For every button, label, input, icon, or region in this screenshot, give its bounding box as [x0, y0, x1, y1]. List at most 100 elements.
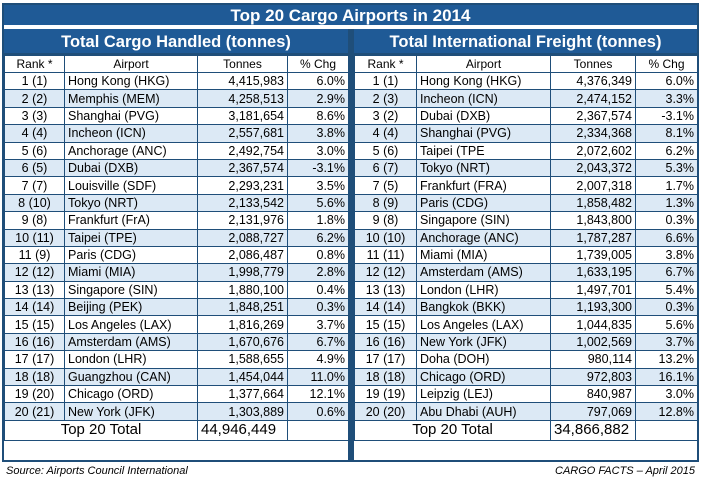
table-row: 5 (6) Anchorage (ANC) 2,492,754 3.0% [4, 141, 349, 160]
change-cell: 1.3% [635, 193, 698, 213]
change-cell: 8.1% [635, 124, 698, 143]
tonnes-cell: 1,377,664 [197, 385, 288, 404]
tonnes-cell: 2,072,602 [550, 141, 636, 160]
table-row: 15 (15) Los Angeles (LAX) 1,816,269 3.7% [4, 315, 349, 334]
airport-cell: London (LHR) [64, 350, 198, 369]
tonnes-cell: 1,002,569 [550, 332, 636, 352]
tonnes-cell: 2,334,368 [550, 124, 636, 143]
table-row: 19 (20) Chicago (ORD) 1,377,664 12.1% [4, 385, 349, 404]
rank-cell: 12 (12) [354, 263, 417, 282]
column-header: Tonnes [550, 55, 636, 73]
table-row: 18 (18) Guangzhou (CAN) 1,454,044 11.0% [4, 367, 349, 387]
tonnes-cell: 3,181,654 [197, 106, 288, 126]
change-cell: -3.1% [635, 106, 698, 126]
change-cell: 3.3% [635, 89, 698, 108]
tonnes-cell: 1,044,835 [550, 315, 636, 334]
airport-cell: Memphis (MEM) [64, 89, 198, 108]
airport-cell: Singapore (SIN) [416, 211, 551, 230]
total-row: Top 20 Total 34,866,882 [354, 419, 698, 441]
source-note: Source: Airports Council International [6, 465, 188, 477]
rank-cell: 2 (2) [4, 89, 65, 108]
change-cell: 2.9% [287, 89, 349, 108]
table-row: 11 (11) Miami (MIA) 1,739,005 3.8% [354, 245, 698, 265]
international-freight-heading: Total International Freight (tonnes) [354, 29, 697, 55]
table-row: 10 (11) Taipei (TPE) 2,088,727 6.2% [4, 228, 349, 247]
change-cell: 3.0% [635, 385, 698, 404]
total-blank-cell [287, 419, 349, 441]
change-cell: 6.2% [635, 141, 698, 160]
change-cell: 2.8% [287, 263, 349, 282]
airport-cell: Shanghai (PVG) [64, 106, 198, 126]
table-row: 3 (2) Dubai (DXB) 2,367,574 -3.1% [354, 106, 698, 126]
rank-cell: 1 (1) [354, 71, 417, 91]
tonnes-cell: 4,258,513 [197, 89, 288, 108]
table-row: 12 (12) Miami (MIA) 1,998,779 2.8% [4, 263, 349, 282]
change-cell: 3.8% [635, 245, 698, 265]
airport-cell: Paris (CDG) [416, 193, 551, 213]
tonnes-cell: 1,998,779 [197, 263, 288, 282]
panel-divider [348, 29, 354, 460]
table-row: 8 (9) Paris (CDG) 1,858,482 1.3% [354, 193, 698, 213]
tonnes-cell: 4,415,983 [197, 71, 288, 91]
change-cell: 5.6% [635, 315, 698, 334]
tonnes-cell: 1,816,269 [197, 315, 288, 334]
rank-cell: 8 (10) [4, 193, 65, 213]
rank-cell: 5 (6) [4, 141, 65, 160]
tonnes-cell: 2,007,318 [550, 176, 636, 195]
rank-cell: 10 (11) [4, 228, 65, 247]
table-row: 20 (21) New York (JFK) 1,303,889 0.6% [4, 402, 349, 421]
table-header-row: Rank * Airport Tonnes% Chg [4, 55, 349, 73]
airport-cell: Tokyo (NRT) [64, 193, 198, 213]
airport-cell: Taipei (TPE) [64, 228, 198, 247]
airport-cell: Shanghai (PVG) [416, 124, 551, 143]
change-cell: 6.7% [635, 263, 698, 282]
change-cell: 4.9% [287, 350, 349, 369]
rank-cell: 13 (13) [354, 280, 417, 300]
tonnes-cell: 797,069 [550, 402, 636, 421]
tonnes-cell: 1,739,005 [550, 245, 636, 265]
tonnes-cell: 1,843,800 [550, 211, 636, 230]
airport-cell: Frankfurt (FRA) [416, 176, 551, 195]
rank-cell: 2 (3) [354, 89, 417, 108]
rank-cell: 3 (2) [354, 106, 417, 126]
tonnes-cell: 2,293,231 [197, 176, 288, 195]
rank-cell: 16 (16) [4, 332, 65, 352]
airport-cell: Guangzhou (CAN) [64, 367, 198, 387]
total-cargo-table: Rank * Airport Tonnes% Chg 1 (1) Hong Kong (… [4, 55, 349, 441]
rank-cell: 11 (9) [4, 245, 65, 265]
total-row: Top 20 Total 44,946,449 [4, 419, 349, 441]
airport-cell: Hong Kong (HKG) [416, 71, 551, 91]
airport-cell: Chicago (ORD) [416, 367, 551, 387]
change-cell: 5.4% [635, 280, 698, 300]
tonnes-cell: 2,492,754 [197, 141, 288, 160]
international-freight-panel: Total International Freight (tonnes) Ran… [354, 29, 698, 441]
change-cell: 6.0% [635, 71, 698, 91]
table-row: 2 (3) Incheon (ICN) 2,474,152 3.3% [354, 89, 698, 108]
tonnes-cell: 2,367,574 [197, 158, 288, 178]
tonnes-cell: 2,474,152 [550, 89, 636, 108]
table-row: 9 (8) Singapore (SIN) 1,843,800 0.3% [354, 211, 698, 230]
rank-cell: 19 (20) [4, 385, 65, 404]
airport-cell: Los Angeles (LAX) [64, 315, 198, 334]
tonnes-cell: 4,376,349 [550, 71, 636, 91]
change-cell: 12.1% [287, 385, 349, 404]
airport-cell: Incheon (ICN) [416, 89, 551, 108]
table-row: 16 (16) Amsterdam (AMS) 1,670,676 6.7% [4, 332, 349, 352]
total-value: 34,866,882 [550, 419, 636, 441]
column-header: Tonnes [197, 55, 288, 73]
change-cell: 13.2% [635, 350, 698, 369]
tonnes-cell: 1,193,300 [550, 298, 636, 317]
column-header: % Chg [635, 55, 698, 73]
airport-cell: Dubai (DXB) [416, 106, 551, 126]
total-label: Top 20 Total [354, 419, 551, 441]
tonnes-cell: 2,086,487 [197, 245, 288, 265]
column-header: Airport [416, 55, 551, 73]
airport-cell: London (LHR) [416, 280, 551, 300]
column-header: Airport [64, 55, 198, 73]
total-value: 44,946,449 [197, 419, 288, 441]
tonnes-cell: 972,803 [550, 367, 636, 387]
rank-cell: 18 (18) [4, 367, 65, 387]
table-row: 16 (16) New York (JFK) 1,002,569 3.7% [354, 332, 698, 352]
table-row: 7 (5) Frankfurt (FRA) 2,007,318 1.7% [354, 176, 698, 195]
table-row: 13 (13) London (LHR) 1,497,701 5.4% [354, 280, 698, 300]
